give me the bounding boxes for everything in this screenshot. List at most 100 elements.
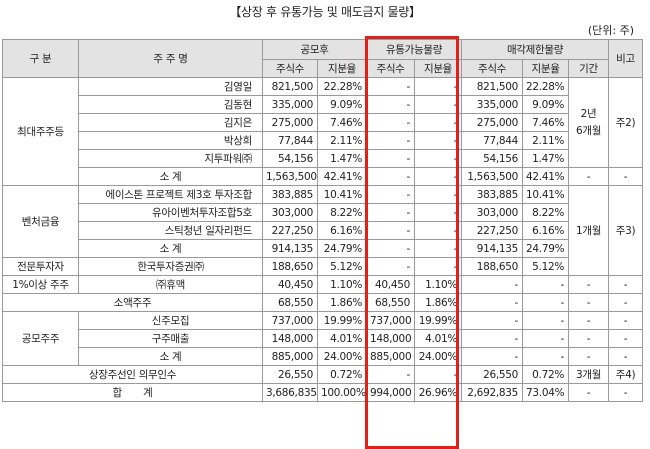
cell: 42.41% <box>522 167 570 186</box>
remark-cell: 주3) <box>608 185 644 276</box>
cell: 1,563,500 <box>461 167 524 186</box>
period-cell: 2년 6개월 <box>568 77 610 168</box>
cell: - <box>413 77 463 96</box>
cell: 2.11% <box>317 131 367 150</box>
cell: - <box>413 95 463 114</box>
holder-name: 한국투자증권㈜ <box>78 257 263 276</box>
holder-name: 구주매출 <box>78 329 263 348</box>
cell: 737,000 <box>366 311 415 330</box>
table-row: 스틱청년 일자리펀드 227,250 6.16% - - 227,250 6.1… <box>3 221 643 240</box>
cell: 7.46% <box>522 113 570 132</box>
cell: 40,450 <box>262 275 318 294</box>
cell: 1.86% <box>317 293 367 312</box>
table-row: 소액주주 68,550 1.86% 68,550 1.86% - - - - <box>2 293 644 312</box>
period-cell: - <box>568 275 610 294</box>
group-label: 공모주주 <box>2 311 79 366</box>
cell: - <box>366 167 415 186</box>
subtotal-row: 소 계 914,135 24.79% - - 914,135 24.79% <box>3 239 643 258</box>
table-row: 공모주주 신주모집 737,000 19.99% 737,000 19.99% … <box>2 311 644 366</box>
holder-name: 김지은 <box>78 113 263 132</box>
cell: - <box>413 203 463 222</box>
cell: 7.46% <box>317 113 367 132</box>
cell: - <box>366 95 415 114</box>
cell: 9.09% <box>522 95 570 114</box>
subtotal-row: 소 계 1,563,500 42.41% - - 1,563,500 42.41… <box>3 167 644 186</box>
cell: 40,450 <box>366 275 415 294</box>
table-row: 김지은 275,000 7.46% - - 275,000 7.46% <box>3 113 643 132</box>
cell: - <box>366 185 415 204</box>
cell: 148,000 <box>366 329 415 348</box>
cell: 0.72% <box>522 365 570 384</box>
cell: 10.41% <box>522 185 570 204</box>
cell: 914,135 <box>262 239 318 258</box>
cell: - <box>461 311 524 330</box>
cell: 1.86% <box>413 293 463 312</box>
cell: 994,000 <box>366 383 415 402</box>
cell: 2,692,835 <box>461 383 524 402</box>
header-row-2: 주식수 지분율 주식수 지분율 주식수 지분율 기간 <box>3 59 643 78</box>
group-label: 1%이상 주주 <box>2 275 79 294</box>
table-title: 【상장 후 유통가능 및 매도금지 물량】 <box>229 5 421 19</box>
cell: 885,000 <box>262 347 318 366</box>
cell: 19.99% <box>317 311 367 330</box>
cell: 227,250 <box>262 221 318 240</box>
cell: 1.10% <box>317 275 367 294</box>
holder-name: 소액주주 <box>2 293 263 312</box>
period-cell: - <box>568 329 610 348</box>
remark-cell: 주4) <box>608 365 644 384</box>
total-label: 합 계 <box>2 383 263 402</box>
cell: 383,885 <box>461 185 524 204</box>
cell: - <box>366 77 415 96</box>
remark-cell: - <box>608 347 644 366</box>
cell: 68,550 <box>262 293 318 312</box>
table-row: 지투파워㈜ 54,156 1.47% - - 54,156 1.47% <box>3 149 643 168</box>
table-row: 전문투자자 한국투자증권㈜ 188,650 5.12% - - 188,650 … <box>2 257 643 276</box>
header-tradable: 유통가능물량 <box>365 39 463 60</box>
table-row: 유아이벤처투자조합5호 303,000 8.22% - - 303,000 8.… <box>3 203 643 222</box>
cell: 26.96% <box>413 383 463 402</box>
cell: 24.00% <box>413 347 463 366</box>
table-row: 1%이상 주주 ㈜휴맥 40,450 1.10% 40,450 1.10% - … <box>2 275 644 294</box>
cell: 68,550 <box>366 293 415 312</box>
header-holder: 주 주 명 <box>78 39 263 78</box>
share-lockup-table: 구 분 주 주 명 공모후 유통가능물량 매각제한물량 비고 주식수 지분율 주… <box>2 39 644 402</box>
cell: 335,000 <box>262 95 318 114</box>
cell: 148,000 <box>262 329 318 348</box>
cell: 24.79% <box>522 239 570 258</box>
cell: - <box>366 257 415 276</box>
period-cell: - <box>568 383 610 402</box>
remark-cell: 주2) <box>608 77 644 168</box>
header-shares: 주식수 <box>366 59 415 78</box>
cell: - <box>413 149 463 168</box>
cell: 1.47% <box>317 149 367 168</box>
cell: 188,650 <box>461 257 524 276</box>
cell: - <box>366 239 415 258</box>
cell: 303,000 <box>262 203 318 222</box>
remark-cell: - <box>608 311 644 330</box>
cell: - <box>366 113 415 132</box>
cell: - <box>522 347 570 366</box>
cell: - <box>366 203 415 222</box>
holder-name: 유아이벤처투자조합5호 <box>78 203 263 222</box>
header-category: 구 분 <box>2 39 79 78</box>
cell: 1.10% <box>413 275 463 294</box>
subtotal-label: 소 계 <box>78 239 263 258</box>
header-ratio: 지분율 <box>413 59 463 78</box>
cell: 737,000 <box>262 311 318 330</box>
cell: 335,000 <box>461 95 524 114</box>
cell: 1.47% <box>522 149 570 168</box>
table-row: 박상희 77,844 2.11% - - 77,844 2.11% <box>3 131 643 150</box>
holder-name: 에이스톤 프로젝트 제3호 투자조합 <box>78 185 263 204</box>
cell: - <box>461 329 524 348</box>
cell: 275,000 <box>461 113 524 132</box>
cell: - <box>413 221 463 240</box>
cell: - <box>366 221 415 240</box>
table-row: 최대주주등 김영일 821,500 22.28% - - 821,500 22.… <box>2 77 644 186</box>
cell: - <box>413 131 463 150</box>
cell: - <box>461 347 524 366</box>
unit-label: (단위: 주) <box>587 24 634 37</box>
cell: 227,250 <box>461 221 524 240</box>
header-ratio: 지분율 <box>317 59 367 78</box>
holder-name: 상장주선인 의무인수 <box>2 365 263 384</box>
holder-name: 박상희 <box>78 131 263 150</box>
